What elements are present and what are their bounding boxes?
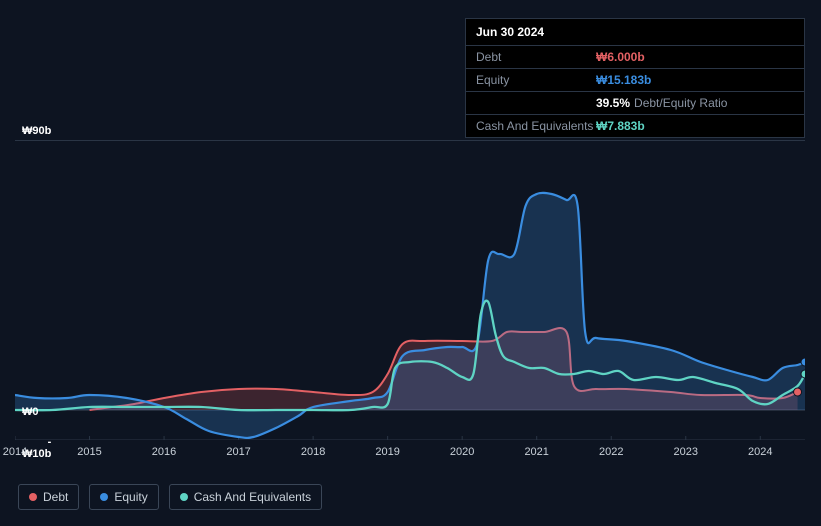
series-end-marker-debt [794, 388, 802, 396]
legend-label: Debt [43, 490, 68, 504]
legend-label: Equity [114, 490, 147, 504]
legend-label: Cash And Equivalents [194, 490, 311, 504]
x-tick-label: 2021 [517, 446, 557, 458]
y-tick-label: ₩0 [22, 406, 39, 418]
tooltip-row-value: ₩15.183b [596, 73, 651, 87]
tooltip-row-label [476, 96, 596, 110]
tooltip-row-label: Debt [476, 50, 596, 64]
chart-tooltip: Jun 30 2024 Debt₩6.000bEquity₩15.183b39.… [465, 18, 805, 138]
x-tick-label: 2016 [144, 446, 184, 458]
x-tick-label: 2020 [442, 446, 482, 458]
x-tick-label: 2023 [666, 446, 706, 458]
tooltip-row: Cash And Equivalents₩7.883b [466, 115, 804, 137]
tooltip-date: Jun 30 2024 [466, 19, 804, 46]
legend-dot-icon [29, 493, 37, 501]
x-tick-label: 2017 [219, 446, 259, 458]
x-tick-label: 2018 [293, 446, 333, 458]
series-area-equity [15, 193, 805, 438]
x-tick-label: 2022 [591, 446, 631, 458]
tooltip-row: 39.5% Debt/Equity Ratio [466, 92, 804, 115]
tooltip-row: Equity₩15.183b [466, 69, 804, 92]
tooltip-row-value: ₩7.883b [596, 119, 645, 133]
tooltip-row-label: Cash And Equivalents [476, 119, 596, 133]
tooltip-row-suffix: Debt/Equity Ratio [634, 96, 727, 110]
legend-dot-icon [100, 493, 108, 501]
tooltip-row-value: 39.5% [596, 96, 630, 110]
y-tick-label: ₩90b [22, 125, 51, 137]
x-tick-label: 2019 [368, 446, 408, 458]
legend-dot-icon [180, 493, 188, 501]
tooltip-row: Debt₩6.000b [466, 46, 804, 69]
series-end-marker-cash [801, 370, 805, 378]
chart-plot [15, 140, 805, 440]
series-end-marker-equity [801, 358, 805, 366]
tooltip-row-label: Equity [476, 73, 596, 87]
tooltip-rows: Debt₩6.000bEquity₩15.183b39.5%Debt/Equit… [466, 46, 804, 137]
legend-item-debt[interactable]: Debt [18, 484, 79, 510]
y-axis-labels: ₩90b₩0-₩10b [0, 140, 50, 440]
chart-legend: Debt Equity Cash And Equivalents [18, 484, 322, 510]
x-tick-label: 2024 [740, 446, 780, 458]
x-tick-label: 2014 [0, 446, 35, 458]
x-tick-label: 2015 [70, 446, 110, 458]
legend-item-equity[interactable]: Equity [89, 484, 158, 510]
legend-item-cash[interactable]: Cash And Equivalents [169, 484, 322, 510]
tooltip-row-value: ₩6.000b [596, 50, 645, 64]
